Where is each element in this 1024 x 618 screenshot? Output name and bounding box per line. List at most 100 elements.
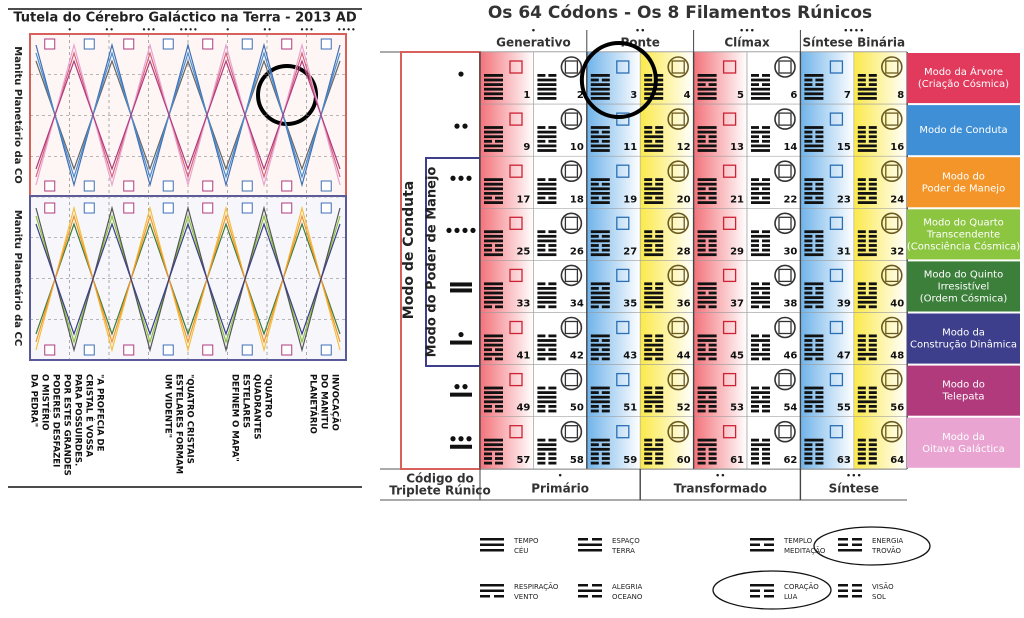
- codon-number: 42: [570, 351, 584, 362]
- hexagram-bar: [484, 343, 503, 347]
- hexagram-bar: [697, 196, 706, 200]
- hexagram-bar: [590, 78, 599, 82]
- hexagram-bar: [804, 182, 813, 186]
- rune: [885, 268, 899, 283]
- rune: [778, 268, 792, 283]
- hexagram-bar: [751, 443, 770, 447]
- hexagram-bar: [590, 438, 610, 442]
- codon-number: 19: [623, 194, 637, 205]
- rune: [667, 160, 690, 182]
- codon-cell: [693, 103, 748, 157]
- side-label: Modo do Poder de Manejo: [425, 167, 440, 358]
- hexagram-bar: [590, 74, 610, 77]
- hexagram-bar: [537, 447, 557, 451]
- hexagram-bar: [815, 182, 824, 186]
- hexagram-bar: [590, 130, 599, 134]
- hexagram-bar: [857, 178, 866, 181]
- rune: [560, 212, 583, 235]
- dots: •••: [846, 472, 862, 482]
- caption: POR ESTES GRANDES: [62, 374, 72, 476]
- hexagram-bar: [762, 409, 770, 413]
- legend-label: TEMPO: [513, 537, 539, 545]
- hexagram-bar: [804, 452, 813, 456]
- rune: [885, 320, 899, 335]
- caption: DEFINEM O MAPA": [230, 374, 240, 462]
- hexagram-bar: [751, 395, 759, 399]
- row-code-dot: [450, 175, 456, 181]
- hexagram-bar: [484, 457, 492, 460]
- connector-line: [35, 213, 341, 345]
- mode-label: Construção Dinâmica: [910, 339, 1017, 351]
- rune: [671, 112, 685, 126]
- mode-label: (Criação Cósmica): [918, 78, 1009, 90]
- legend-label: ALEGRIA: [612, 583, 642, 591]
- hexagram-bar: [644, 357, 653, 361]
- rune: [671, 425, 685, 439]
- rune: [560, 420, 583, 443]
- glyph: [281, 180, 293, 192]
- row-code-dot: [462, 384, 468, 390]
- hexagram-bar: [751, 234, 770, 238]
- hexagram-bar: [495, 457, 503, 460]
- codon-number: 35: [623, 299, 637, 310]
- hexagram-bar: [815, 405, 824, 408]
- rune: [774, 264, 796, 287]
- hexagram-bar: [548, 357, 557, 361]
- hexagram-bar: [484, 287, 503, 290]
- codon-cell: [693, 208, 748, 261]
- hexagram-bar: [857, 461, 866, 465]
- hexagram-bar: [804, 405, 813, 408]
- hexagram-bar: [601, 452, 610, 456]
- trigram-bar: [592, 538, 602, 541]
- hexagram-bar: [697, 461, 706, 465]
- hexagram-bar: [537, 130, 557, 134]
- hexagram-bar: [697, 178, 717, 181]
- hexagram-bar: [644, 187, 664, 191]
- row-code-dot: [454, 123, 460, 129]
- rune: [667, 420, 690, 443]
- hexagram-bar: [751, 339, 770, 342]
- hexagram-bar: [815, 83, 824, 86]
- hexagram-bar: [762, 438, 770, 442]
- hexagram-bar: [537, 244, 546, 247]
- hexagram-bar: [762, 239, 770, 243]
- hexagram-bar: [537, 74, 546, 77]
- codon-cell: [479, 416, 534, 470]
- rune: [564, 425, 579, 439]
- hexagram-bar: [804, 386, 824, 390]
- hexagram-bar: [590, 201, 610, 204]
- codon-cell: [693, 155, 748, 209]
- hexagram-bar: [751, 409, 759, 413]
- hexagram-bar: [868, 182, 877, 186]
- hexagram-bar: [708, 196, 717, 200]
- glyph: [44, 202, 56, 214]
- hexagram-bar: [804, 339, 813, 342]
- mode-box: [907, 417, 1020, 468]
- hexagram-bar: [644, 438, 653, 442]
- hexagram-bar: [804, 409, 813, 413]
- rune: [829, 372, 844, 387]
- caption: PLANETÁRIO: [308, 374, 320, 434]
- hexagram-bar: [590, 126, 610, 129]
- hexagram-bar: [601, 182, 610, 186]
- trigram-bar: [852, 589, 862, 592]
- hexagram-bar: [655, 348, 664, 352]
- hexagram-bar: [857, 126, 866, 129]
- rune: [564, 60, 579, 74]
- hexagram-bar: [868, 409, 877, 413]
- codon-number: 57: [516, 455, 530, 466]
- dots: •••: [300, 26, 314, 35]
- hexagram-bar: [751, 139, 759, 143]
- hexagram-bar: [537, 144, 557, 148]
- hexagram-bar: [868, 343, 877, 347]
- hexagram-bar: [590, 352, 610, 356]
- hexagram-bar: [644, 452, 653, 456]
- hexagram-bar: [857, 139, 866, 143]
- hexagram-bar: [601, 287, 610, 290]
- hexagram-bar: [708, 139, 717, 143]
- hexagram-bar: [868, 357, 877, 361]
- glyph: [123, 202, 135, 214]
- hexagram-bar: [484, 296, 503, 299]
- hexagram-bar: [804, 192, 824, 195]
- glyph: [123, 180, 135, 192]
